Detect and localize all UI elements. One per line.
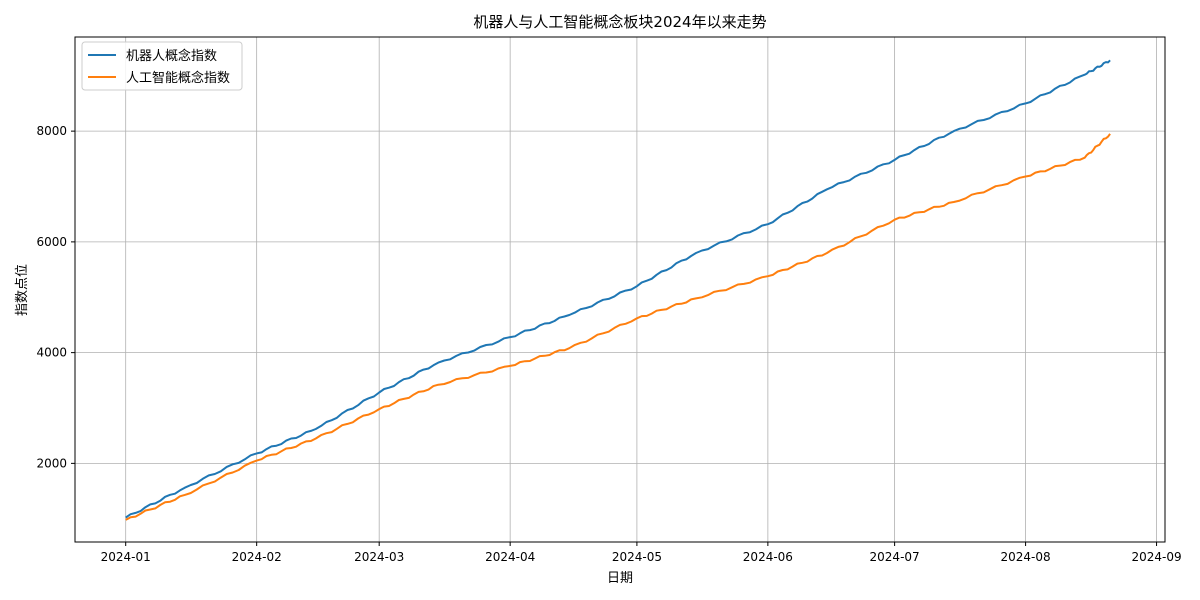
series-line-0	[125, 59, 1111, 519]
x-tick-label: 2024-01	[101, 550, 151, 564]
y-tick-label: 8000	[36, 124, 67, 138]
x-tick-label: 2024-07	[870, 550, 920, 564]
x-tick-label: 2024-05	[612, 550, 662, 564]
series-line-1	[125, 133, 1111, 521]
grid	[75, 37, 1165, 542]
plot-area-frame	[74, 36, 1166, 543]
legend-box	[81, 41, 243, 91]
series-lines	[125, 59, 1111, 521]
x-tick-label: 2024-09	[1131, 550, 1181, 564]
axis-ticks: 2024-01 2024-02 2024-03 2024-04 2024-05 2024-…	[36, 124, 1181, 564]
y-tick-label: 4000	[36, 346, 67, 360]
y-axis-label: 指数点位	[15, 264, 30, 316]
x-axis-label: 日期	[607, 571, 633, 586]
x-tick-label: 2024-08	[1001, 550, 1051, 564]
x-tick-label: 2024-04	[485, 550, 535, 564]
legend-label: 人工智能概念指数	[126, 70, 230, 86]
legend-label: 机器人概念指数	[126, 48, 217, 64]
y-tick-label: 2000	[36, 456, 67, 470]
x-tick-label: 2024-02	[232, 550, 282, 564]
chart-title: 机器人与人工智能概念板块2024年以来走势	[473, 13, 766, 31]
x-tick-label: 2024-06	[743, 550, 793, 564]
y-tick-label: 6000	[36, 235, 67, 249]
x-tick-label: 2024-03	[354, 550, 404, 564]
